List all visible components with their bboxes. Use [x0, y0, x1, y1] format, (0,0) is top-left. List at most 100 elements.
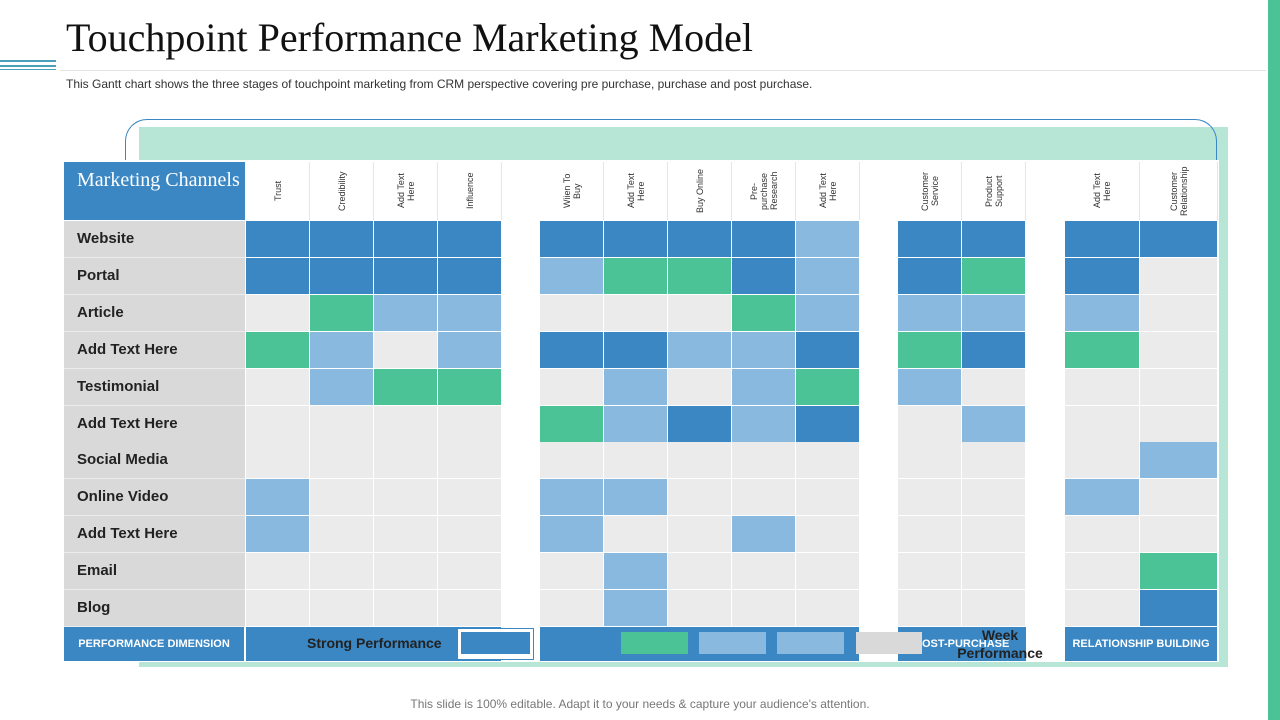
gantt-cell	[540, 442, 603, 479]
gantt-cell	[796, 479, 859, 516]
gantt-cell	[962, 442, 1025, 479]
column-header: Add Text Here	[604, 162, 668, 220]
gantt-cell	[668, 442, 731, 479]
gantt-cell	[604, 331, 667, 368]
gantt-cell	[310, 368, 373, 405]
right-accent-bar	[1268, 0, 1280, 720]
gantt-cell	[732, 590, 795, 626]
gantt-cell	[898, 442, 961, 479]
gantt-cell	[310, 553, 373, 590]
column-header-label: Wiien To Buy	[561, 173, 582, 209]
gantt-cell	[310, 405, 373, 442]
gantt-cell	[962, 479, 1025, 516]
gantt-cell	[796, 331, 859, 368]
gantt-cell	[732, 516, 795, 553]
gantt-cell	[668, 294, 731, 331]
column-header-label: Customer Service	[919, 171, 940, 211]
gantt-cell	[374, 257, 437, 294]
gantt-cell	[732, 442, 795, 479]
column-header: Customer Relationship	[1140, 162, 1218, 220]
legend-swatch-weak	[856, 632, 922, 654]
gantt-cell	[1065, 257, 1139, 294]
gantt-cell	[898, 331, 961, 368]
gantt-cell	[540, 368, 603, 405]
column-header-label: Add Text Here	[625, 173, 646, 209]
gantt-cell	[1065, 553, 1139, 590]
gantt-cell	[438, 553, 501, 590]
column-header-label: Influence	[464, 172, 475, 210]
gantt-cell	[668, 479, 731, 516]
column-header: Pre-purchase Research	[732, 162, 796, 220]
decorative-line	[0, 69, 56, 70]
gantt-cell	[668, 553, 731, 590]
gantt-cell	[668, 257, 731, 294]
gantt-cell	[796, 590, 859, 626]
gantt-cell	[732, 553, 795, 590]
gantt-cell	[246, 590, 309, 626]
gantt-cell	[668, 368, 731, 405]
gantt-cell	[246, 221, 309, 257]
column-header: Product Support	[962, 162, 1026, 220]
footer-note: This slide is 100% editable. Adapt it to…	[410, 697, 870, 711]
gantt-cell	[732, 294, 795, 331]
gantt-cell	[898, 368, 961, 405]
gantt-cell	[898, 405, 961, 442]
legend-swatch-green	[621, 632, 688, 654]
gantt-cell	[1140, 221, 1217, 257]
column-header-label: Add Text Here	[817, 173, 838, 209]
row-label: Testimonial	[64, 368, 245, 406]
gantt-cell	[246, 331, 309, 368]
row-label: Website	[64, 221, 245, 258]
gantt-cell	[1065, 516, 1139, 553]
gantt-cell	[732, 257, 795, 294]
gantt-cell	[796, 368, 859, 405]
gantt-cell	[540, 516, 603, 553]
gantt-cell	[732, 479, 795, 516]
row-label: Email	[64, 553, 245, 591]
row-label: Portal	[64, 257, 245, 295]
column-header: Credibility	[310, 162, 374, 220]
gantt-cell	[374, 479, 437, 516]
gantt-cell	[246, 553, 309, 590]
gantt-cell	[1140, 368, 1217, 405]
gantt-cell	[374, 590, 437, 626]
gantt-cell	[604, 368, 667, 405]
gantt-cell	[796, 553, 859, 590]
gantt-cell	[1140, 405, 1217, 442]
gantt-cell	[1065, 331, 1139, 368]
legend-swatch-medium	[699, 632, 766, 654]
row-label: Blog	[64, 590, 245, 627]
gantt-cell	[1140, 516, 1217, 553]
column-header-label: Credibility	[336, 171, 347, 211]
gantt-cell	[1065, 442, 1139, 479]
gantt-cell	[1140, 294, 1217, 331]
gantt-cell	[374, 221, 437, 257]
gantt-cell	[604, 442, 667, 479]
gantt-cell	[374, 294, 437, 331]
gantt-cell	[796, 294, 859, 331]
gantt-cell	[1140, 590, 1217, 626]
gantt-cell	[246, 479, 309, 516]
gantt-cell	[796, 405, 859, 442]
column-header-label: Product Support	[983, 175, 1004, 207]
gantt-cell	[438, 442, 501, 479]
gantt-cell	[898, 221, 961, 257]
gantt-cell	[310, 331, 373, 368]
gantt-cell	[604, 294, 667, 331]
gantt-cell	[1140, 331, 1217, 368]
column-header-label: Buy Online	[694, 168, 705, 214]
gantt-cell	[898, 257, 961, 294]
legend-swatch-medium-2	[777, 632, 844, 654]
gantt-cell	[540, 331, 603, 368]
gantt-cell	[540, 479, 603, 516]
gantt-cell	[1065, 405, 1139, 442]
performance-dimension-label: PERFORMANCE DIMENSION	[64, 627, 245, 661]
gantt-cell	[438, 368, 501, 405]
page-title: Touchpoint Performance Marketing Model	[66, 15, 754, 60]
gantt-cell	[604, 405, 667, 442]
gantt-cell	[962, 553, 1025, 590]
gantt-cell	[246, 294, 309, 331]
legend-swatch-strong	[461, 632, 530, 654]
title-rule	[60, 70, 1266, 71]
gantt-cell	[732, 368, 795, 405]
